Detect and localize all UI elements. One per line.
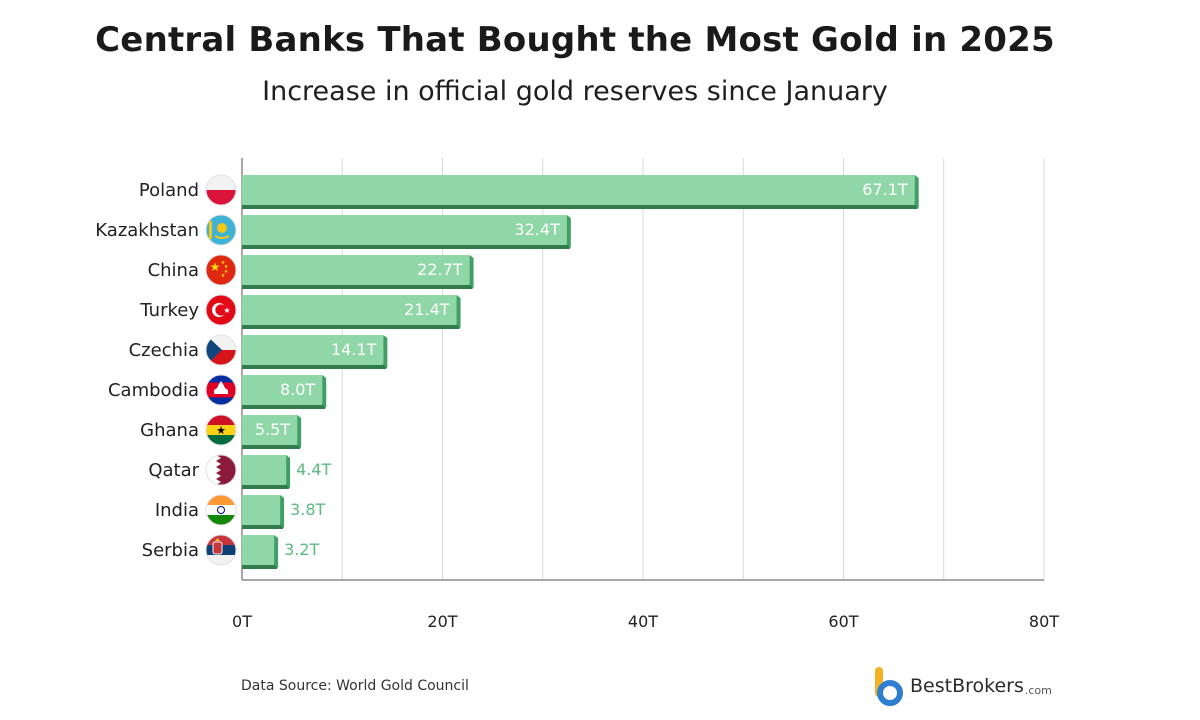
category-label: Serbia — [142, 540, 199, 561]
bar — [242, 375, 323, 405]
cambodia-flag-icon — [205, 374, 237, 406]
bar — [242, 295, 457, 325]
bar — [242, 255, 470, 285]
value-label: 14.1T — [331, 340, 377, 359]
bar — [242, 215, 567, 245]
czechia-flag-icon — [205, 334, 237, 366]
svg-text:★: ★ — [221, 273, 226, 279]
x-tick-label: 60T — [828, 612, 858, 631]
bestbrokers-logo-icon — [875, 667, 903, 706]
value-label: 21.4T — [404, 300, 450, 319]
brand-logo: BestBrokers .com — [872, 664, 1052, 708]
svg-text:★: ★ — [210, 260, 221, 274]
value-label: 4.4T — [296, 460, 331, 479]
bar-bottom — [242, 363, 387, 369]
bar-side — [469, 255, 474, 288]
svg-text:★: ★ — [216, 424, 226, 437]
data-source-note: Data Source: World Gold Council — [241, 678, 469, 694]
category-label: Kazakhstan — [95, 220, 199, 241]
turkey-flag-icon: ★ — [205, 294, 237, 326]
bar — [242, 535, 275, 565]
brand-domain: .com — [1024, 683, 1052, 697]
x-tick-label: 0T — [232, 612, 252, 631]
category-label: China — [148, 260, 199, 281]
india-flag-icon — [205, 494, 237, 526]
bar-bottom — [242, 523, 284, 529]
kazakhstan-flag-icon — [205, 214, 237, 246]
category-label: Ghana — [140, 420, 199, 441]
bar-bottom — [242, 203, 918, 209]
serbia-flag-icon — [205, 534, 237, 566]
value-label: 67.1T — [862, 180, 908, 199]
category-label: Poland — [139, 180, 199, 201]
x-tick-label: 20T — [427, 612, 457, 631]
category-label: Turkey — [139, 300, 199, 321]
bar-side — [286, 455, 291, 488]
category-label: Qatar — [148, 460, 199, 481]
svg-text:★: ★ — [224, 264, 229, 270]
value-label: 32.4T — [514, 220, 560, 239]
bar-side — [914, 175, 919, 208]
chart-subtitle: Increase in official gold reserves since… — [262, 76, 888, 107]
value-label: 5.5T — [255, 420, 290, 439]
ghana-flag-icon: ★ — [205, 414, 237, 446]
svg-text:★: ★ — [221, 260, 226, 266]
bar — [242, 495, 281, 525]
bar — [242, 175, 915, 205]
category-label: India — [155, 500, 199, 521]
bar-side — [274, 535, 279, 568]
value-label: 22.7T — [417, 260, 463, 279]
bar-bottom — [242, 563, 278, 569]
bar — [242, 455, 287, 485]
bar-side — [456, 295, 461, 328]
chart-title: Central Banks That Bought the Most Gold … — [95, 20, 1055, 60]
svg-text:★: ★ — [223, 306, 230, 315]
bar — [242, 415, 298, 445]
bar-side — [297, 415, 302, 448]
poland-flag-icon — [205, 174, 237, 206]
bar-side — [566, 215, 571, 248]
x-tick-label: 40T — [628, 612, 658, 631]
bar-side — [280, 495, 285, 528]
bar-bottom — [242, 443, 301, 449]
qatar-flag-icon — [205, 454, 237, 486]
bar-side — [383, 335, 388, 368]
value-label: 3.2T — [284, 540, 319, 559]
category-label: Czechia — [129, 340, 199, 361]
bar-bottom — [242, 483, 290, 489]
bar — [242, 335, 384, 365]
svg-text:★: ★ — [224, 269, 229, 275]
bar-bottom — [242, 243, 570, 249]
bar-bottom — [242, 323, 460, 329]
bar-bottom — [242, 283, 473, 289]
value-label: 3.8T — [290, 500, 325, 519]
brand-name: BestBrokers — [910, 675, 1024, 697]
category-label: Cambodia — [108, 380, 199, 401]
value-label: 8.0T — [280, 380, 315, 399]
china-flag-icon: ★ ★★★★ — [205, 254, 237, 286]
bar-bottom — [242, 403, 326, 409]
bar-side — [322, 375, 327, 408]
x-tick-label: 80T — [1029, 612, 1059, 631]
